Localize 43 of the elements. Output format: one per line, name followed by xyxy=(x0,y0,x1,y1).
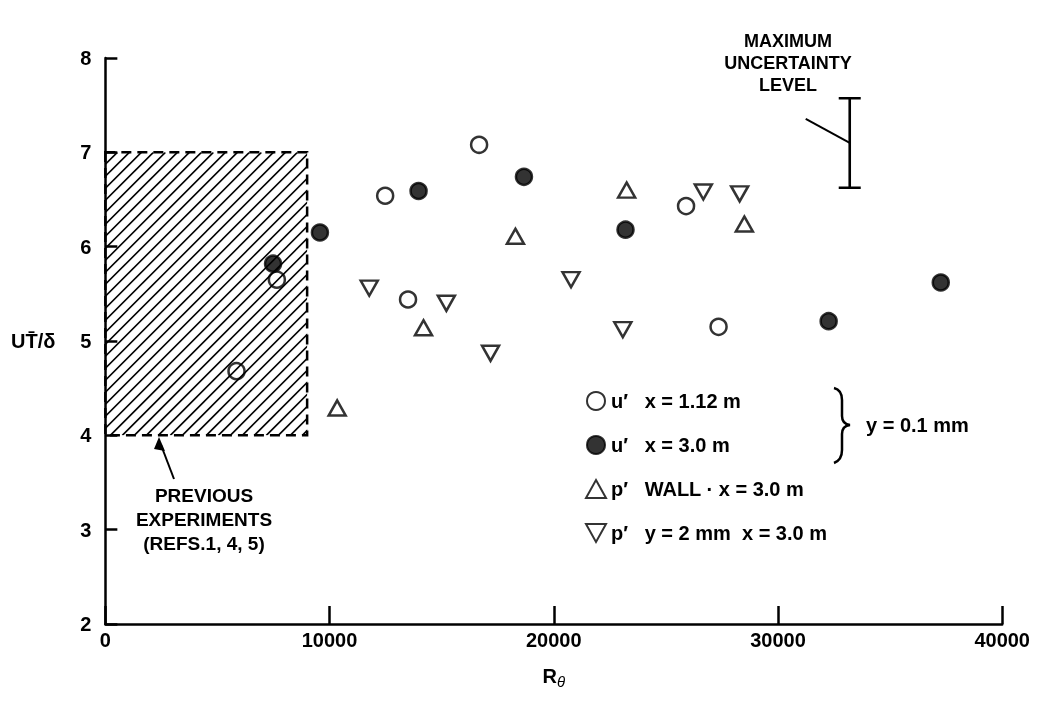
point xyxy=(931,273,951,292)
point xyxy=(676,196,696,216)
point xyxy=(729,185,750,203)
point xyxy=(616,181,637,199)
point xyxy=(616,220,635,239)
point xyxy=(398,290,418,309)
point xyxy=(413,319,434,337)
point xyxy=(819,311,838,331)
point xyxy=(469,135,489,155)
y-axis-title: UT̄/δ xyxy=(10,330,56,352)
x-tick-label: 10000 xyxy=(301,629,358,651)
legend-label: p′ WALL · x = 3.0 m xyxy=(611,478,804,500)
point xyxy=(310,223,330,242)
annotation: MAXIMUM UNCERTAINTY LEVEL xyxy=(724,31,852,95)
y-tick-label: 6 xyxy=(80,235,92,258)
x-tick-label: 0 xyxy=(99,629,111,651)
legend-label: u′ x = 1.12 m xyxy=(611,390,741,412)
point xyxy=(375,186,395,205)
point xyxy=(693,183,714,201)
point xyxy=(561,270,581,289)
y-tick-label: 8 xyxy=(80,47,92,69)
point xyxy=(480,344,501,363)
point xyxy=(613,320,633,339)
annotation: y = 0.1 mm xyxy=(866,414,969,436)
y-tick-label: 2 xyxy=(80,613,92,635)
annotation: PREVIOUS EXPERIMENTS (REFS.1, 4, 5) xyxy=(135,484,273,554)
point xyxy=(436,294,457,313)
x-tick-label: 40000 xyxy=(974,629,1030,651)
legend-label: p′ y = 2 mm x = 3.0 m xyxy=(611,522,828,544)
point xyxy=(409,181,428,201)
point xyxy=(514,167,534,187)
y-tick-label: 4 xyxy=(80,424,93,447)
x-tick-label: 30000 xyxy=(750,629,806,651)
y-tick-label: 3 xyxy=(80,518,92,541)
legend-label: u′ x = 3.0 m xyxy=(611,434,730,456)
point xyxy=(327,399,347,417)
point xyxy=(734,215,755,233)
y-tick-label: 7 xyxy=(80,141,92,164)
point xyxy=(359,279,379,297)
x-tick-label: 20000 xyxy=(525,629,582,651)
point xyxy=(709,317,728,337)
point xyxy=(505,227,526,246)
y-tick-label: 5 xyxy=(80,330,92,352)
